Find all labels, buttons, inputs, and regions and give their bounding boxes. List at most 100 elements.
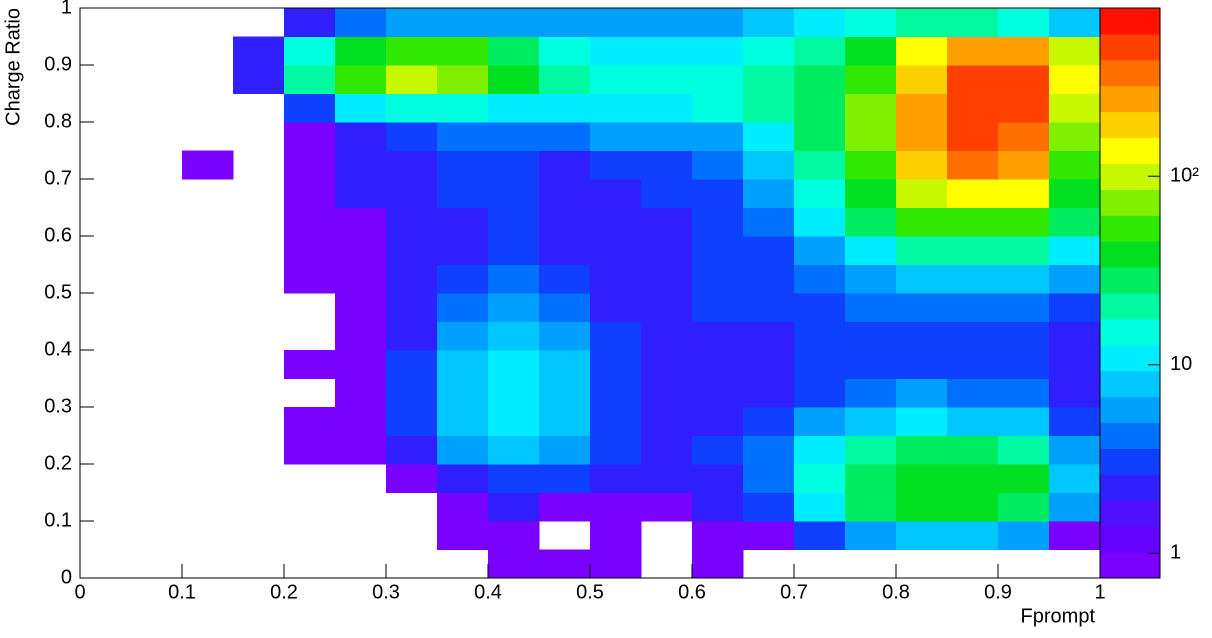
heat-cell xyxy=(641,407,693,436)
colorbar-band xyxy=(1100,448,1160,475)
heat-cell xyxy=(335,350,387,379)
heat-cell xyxy=(488,407,540,436)
heat-cell xyxy=(947,93,999,123)
heat-cell xyxy=(641,321,693,351)
heat-cell xyxy=(590,150,642,180)
heat-cell xyxy=(386,8,438,37)
y-tick-label: 0.1 xyxy=(44,509,72,531)
heat-cell xyxy=(641,8,693,37)
heat-cell xyxy=(1049,492,1101,522)
heat-cell xyxy=(488,549,540,579)
heat-cell xyxy=(947,464,999,493)
heat-cell xyxy=(437,521,489,550)
heat-cell xyxy=(692,293,744,322)
colorbar-band xyxy=(1100,526,1160,553)
heat-cell xyxy=(437,122,489,151)
heat-cell xyxy=(590,378,642,408)
heat-cell xyxy=(335,236,387,265)
heat-cell xyxy=(743,378,795,408)
heat-cell xyxy=(998,36,1050,66)
heat-cell xyxy=(896,293,948,322)
heat-cell xyxy=(794,350,846,379)
heat-cell xyxy=(998,321,1050,351)
heat-cell xyxy=(845,378,897,408)
heat-cell xyxy=(488,207,540,237)
heat-cell xyxy=(539,407,591,436)
heat-cell xyxy=(437,407,489,436)
colorbar-band xyxy=(1100,8,1160,35)
heat-cell xyxy=(386,350,438,379)
heat-cell xyxy=(437,435,489,465)
heat-cell xyxy=(386,407,438,436)
heat-cell xyxy=(845,179,897,208)
heat-cell xyxy=(488,521,540,550)
heat-cell xyxy=(488,321,540,351)
heat-cell xyxy=(335,8,387,37)
heat-cell xyxy=(743,93,795,123)
heat-cell xyxy=(641,236,693,265)
heat-cell xyxy=(845,521,897,550)
heat-cell xyxy=(386,36,438,66)
heat-cell xyxy=(896,350,948,379)
colorbar-band xyxy=(1100,422,1160,449)
heat-cell xyxy=(794,264,846,294)
heat-cell xyxy=(335,122,387,151)
heat-cell xyxy=(896,36,948,66)
heat-cell xyxy=(590,65,642,94)
heat-cell xyxy=(335,321,387,351)
heat-cell xyxy=(743,521,795,550)
heat-cell xyxy=(845,93,897,123)
heat-cell xyxy=(896,464,948,493)
heat-cell xyxy=(794,8,846,37)
heat-cell xyxy=(539,179,591,208)
heat-cell xyxy=(386,207,438,237)
y-tick-label: 0 xyxy=(61,566,72,588)
heat-cell xyxy=(743,8,795,37)
heat-cell xyxy=(488,36,540,66)
heat-cell xyxy=(692,150,744,180)
heat-cell xyxy=(692,8,744,37)
heat-cell xyxy=(743,122,795,151)
heat-cell xyxy=(794,36,846,66)
heat-cell xyxy=(284,236,336,265)
heat-cell xyxy=(335,435,387,465)
heat-cell xyxy=(284,36,336,66)
x-tick-label: 1 xyxy=(1094,581,1105,603)
heat-cell xyxy=(539,93,591,123)
heat-cell xyxy=(590,321,642,351)
heat-cell xyxy=(845,150,897,180)
heat-cell xyxy=(284,150,336,180)
heat-cell xyxy=(386,378,438,408)
heat-cell xyxy=(845,435,897,465)
colorbar-band xyxy=(1100,500,1160,527)
heat-cell xyxy=(794,435,846,465)
heat-cell xyxy=(233,36,285,66)
heat-cell xyxy=(641,93,693,123)
heat-cell xyxy=(692,350,744,379)
heat-cell xyxy=(386,122,438,151)
heat-cell xyxy=(488,236,540,265)
heat-cell xyxy=(998,65,1050,94)
heat-cell xyxy=(998,236,1050,265)
heat-cell xyxy=(386,179,438,208)
heat-cell xyxy=(692,321,744,351)
heat-cell xyxy=(1049,36,1101,66)
heat-cell xyxy=(692,36,744,66)
heat-cell xyxy=(896,179,948,208)
heat-cell xyxy=(335,264,387,294)
heat-cell xyxy=(1049,521,1101,550)
heat-cell xyxy=(896,93,948,123)
heat-cell xyxy=(896,264,948,294)
heat-cell xyxy=(488,492,540,522)
heat-cell xyxy=(335,179,387,208)
y-tick-label: 0.5 xyxy=(44,281,72,303)
heat-cell xyxy=(692,207,744,237)
heat-cell xyxy=(1049,179,1101,208)
heat-cell xyxy=(692,236,744,265)
heat-cell xyxy=(488,122,540,151)
x-tick-label: 0.7 xyxy=(780,581,808,603)
heat-cell xyxy=(692,65,744,94)
heat-cell xyxy=(335,378,387,408)
heat-cell xyxy=(692,492,744,522)
